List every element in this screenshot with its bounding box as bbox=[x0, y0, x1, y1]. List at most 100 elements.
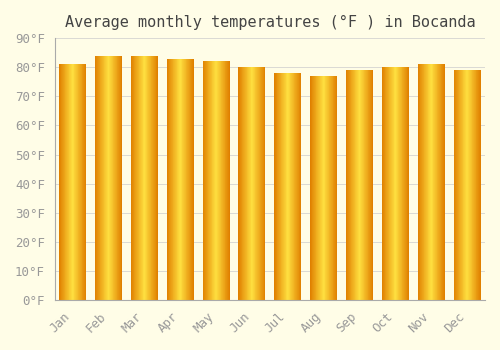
Bar bbox=[455, 70, 456, 300]
Bar bbox=[352, 70, 354, 300]
Bar bbox=[278, 73, 279, 300]
Bar bbox=[435, 64, 436, 300]
Bar bbox=[285, 73, 286, 300]
Bar bbox=[172, 58, 173, 300]
Bar bbox=[361, 70, 362, 300]
Bar bbox=[326, 76, 328, 300]
Bar bbox=[351, 70, 352, 300]
Bar bbox=[175, 58, 176, 300]
Bar bbox=[465, 70, 466, 300]
Bar bbox=[466, 70, 467, 300]
Bar bbox=[438, 64, 439, 300]
Bar bbox=[138, 56, 139, 300]
Bar bbox=[427, 64, 428, 300]
Bar bbox=[133, 56, 134, 300]
Bar bbox=[356, 70, 357, 300]
Bar bbox=[111, 56, 112, 300]
Bar bbox=[176, 58, 177, 300]
Bar bbox=[359, 70, 360, 300]
Bar bbox=[319, 76, 320, 300]
Bar bbox=[105, 56, 106, 300]
Bar bbox=[385, 67, 386, 300]
Bar bbox=[456, 70, 457, 300]
Bar bbox=[109, 56, 110, 300]
Bar bbox=[293, 73, 294, 300]
Bar bbox=[403, 67, 404, 300]
Bar bbox=[284, 73, 285, 300]
Bar bbox=[321, 76, 322, 300]
Bar bbox=[218, 61, 219, 300]
Bar bbox=[97, 56, 98, 300]
Bar bbox=[73, 64, 74, 300]
Bar bbox=[141, 56, 142, 300]
Bar bbox=[294, 73, 295, 300]
Bar bbox=[71, 64, 72, 300]
Bar bbox=[206, 61, 207, 300]
Bar bbox=[473, 70, 474, 300]
Bar bbox=[419, 64, 420, 300]
Bar bbox=[395, 67, 396, 300]
Bar bbox=[227, 61, 228, 300]
Bar bbox=[470, 70, 471, 300]
Bar bbox=[329, 76, 330, 300]
Bar bbox=[334, 76, 335, 300]
Bar bbox=[210, 61, 211, 300]
Bar bbox=[372, 70, 373, 300]
Bar bbox=[423, 64, 424, 300]
Bar bbox=[371, 70, 372, 300]
Bar bbox=[418, 64, 419, 300]
Bar bbox=[74, 64, 75, 300]
Bar bbox=[347, 70, 348, 300]
Bar bbox=[63, 64, 64, 300]
Bar bbox=[209, 61, 210, 300]
Bar bbox=[331, 76, 332, 300]
Bar bbox=[99, 56, 100, 300]
Bar bbox=[247, 67, 248, 300]
Bar bbox=[140, 56, 141, 300]
Bar bbox=[318, 76, 319, 300]
Bar bbox=[456, 70, 457, 300]
Bar bbox=[364, 70, 365, 300]
Bar bbox=[421, 64, 422, 300]
Bar bbox=[183, 58, 184, 300]
Bar bbox=[261, 67, 262, 300]
Bar bbox=[383, 67, 384, 300]
Bar bbox=[59, 64, 60, 300]
Bar bbox=[136, 56, 137, 300]
Bar bbox=[454, 70, 455, 300]
Bar bbox=[62, 64, 63, 300]
Bar bbox=[212, 61, 213, 300]
Bar bbox=[405, 67, 406, 300]
Bar bbox=[167, 58, 168, 300]
Bar bbox=[440, 64, 441, 300]
Bar bbox=[61, 64, 62, 300]
Bar bbox=[181, 58, 182, 300]
Bar bbox=[166, 58, 168, 300]
Bar bbox=[249, 67, 250, 300]
Bar bbox=[326, 76, 327, 300]
Bar bbox=[370, 70, 371, 300]
Bar bbox=[243, 67, 244, 300]
Bar bbox=[224, 61, 225, 300]
Bar bbox=[478, 70, 479, 300]
Bar bbox=[193, 58, 194, 300]
Bar bbox=[463, 70, 464, 300]
Bar bbox=[256, 67, 257, 300]
Bar bbox=[211, 61, 212, 300]
Bar bbox=[428, 64, 429, 300]
Bar bbox=[148, 56, 149, 300]
Bar bbox=[422, 64, 423, 300]
Bar bbox=[145, 56, 146, 300]
Bar bbox=[393, 67, 394, 300]
Bar bbox=[184, 58, 185, 300]
Bar bbox=[192, 58, 193, 300]
Bar bbox=[276, 73, 277, 300]
Bar bbox=[217, 61, 218, 300]
Bar bbox=[219, 61, 220, 300]
Bar bbox=[135, 56, 136, 300]
Bar bbox=[282, 73, 283, 300]
Bar bbox=[442, 64, 443, 300]
Bar bbox=[82, 64, 83, 300]
Bar bbox=[191, 58, 192, 300]
Bar bbox=[69, 64, 70, 300]
